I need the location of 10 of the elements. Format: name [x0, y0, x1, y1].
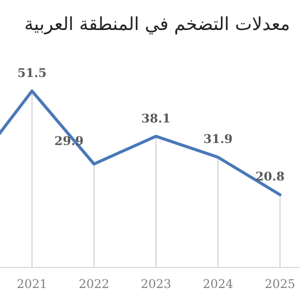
x-tick-label: 2023 — [140, 277, 172, 291]
x-tick-label: 2024 — [202, 277, 234, 291]
x-tick-label: 2021 — [16, 277, 48, 291]
x-tick-label: 2025 — [264, 277, 296, 291]
data-label: 20.8 — [255, 170, 285, 184]
x-tick-label: 2022 — [78, 277, 110, 291]
data-label: 31.9 — [203, 132, 233, 146]
data-label: 51.5 — [17, 66, 47, 80]
chart-title: معدلات التضخم في المنطقة العربية — [24, 14, 290, 35]
data-label: 38.1 — [141, 111, 171, 126]
